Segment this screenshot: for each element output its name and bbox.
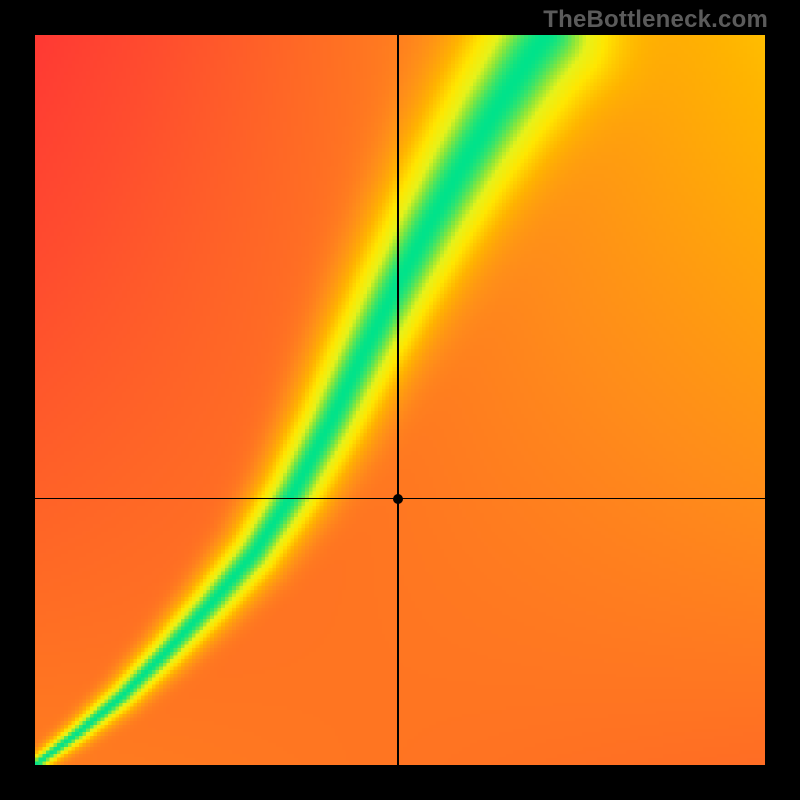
chart-stage: TheBottleneck.com (0, 0, 800, 800)
heatmap-canvas (35, 35, 765, 765)
crosshair-vertical (397, 35, 399, 765)
crosshair-marker (393, 494, 403, 504)
watermark-text: TheBottleneck.com (543, 6, 768, 34)
plot-area (35, 35, 765, 765)
